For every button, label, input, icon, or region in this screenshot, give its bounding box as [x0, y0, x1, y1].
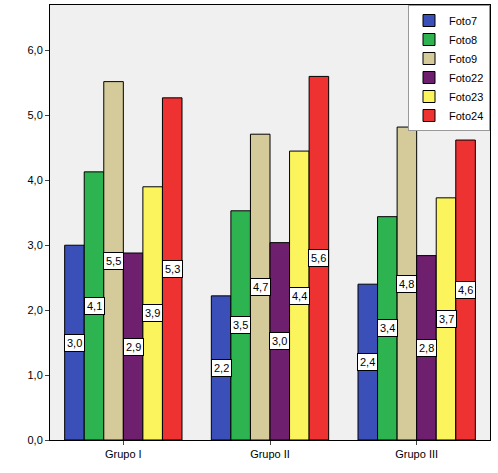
svg-text:5,6: 5,6: [311, 252, 326, 264]
svg-text:5,0: 5,0: [28, 109, 43, 121]
svg-text:4,4: 4,4: [292, 290, 307, 302]
svg-text:4,7: 4,7: [253, 281, 268, 293]
svg-text:Grupo III: Grupo III: [395, 448, 438, 460]
svg-text:4,6: 4,6: [458, 284, 473, 296]
svg-text:Foto22: Foto22: [449, 72, 483, 84]
svg-text:1,0: 1,0: [28, 369, 43, 381]
svg-text:Foto9: Foto9: [449, 53, 477, 65]
svg-text:3,0: 3,0: [272, 335, 287, 347]
svg-text:Grupo I: Grupo I: [105, 448, 142, 460]
svg-text:4,1: 4,1: [87, 300, 102, 312]
svg-text:4,0: 4,0: [28, 174, 43, 186]
svg-text:3,4: 3,4: [380, 322, 395, 334]
svg-text:2,2: 2,2: [214, 362, 229, 374]
svg-text:3,5: 3,5: [233, 319, 248, 331]
svg-text:6,0: 6,0: [28, 44, 43, 56]
svg-text:Grupo II: Grupo II: [250, 448, 290, 460]
svg-text:2,4: 2,4: [360, 356, 375, 368]
svg-text:Foto24: Foto24: [449, 110, 483, 122]
svg-text:4,8: 4,8: [399, 278, 414, 290]
svg-text:2,0: 2,0: [28, 304, 43, 316]
svg-text:5,5: 5,5: [106, 255, 121, 267]
svg-text:Foto8: Foto8: [449, 34, 477, 46]
svg-text:3,9: 3,9: [145, 307, 160, 319]
svg-text:5,3: 5,3: [165, 263, 180, 275]
svg-text:2,8: 2,8: [419, 342, 434, 354]
svg-text:3,0: 3,0: [67, 337, 82, 349]
svg-text:3,7: 3,7: [439, 313, 454, 325]
svg-text:Foto23: Foto23: [449, 91, 483, 103]
svg-text:0,0: 0,0: [28, 434, 43, 446]
svg-text:3,0: 3,0: [28, 239, 43, 251]
svg-text:Foto7: Foto7: [449, 15, 477, 27]
svg-text:2,9: 2,9: [126, 341, 141, 353]
